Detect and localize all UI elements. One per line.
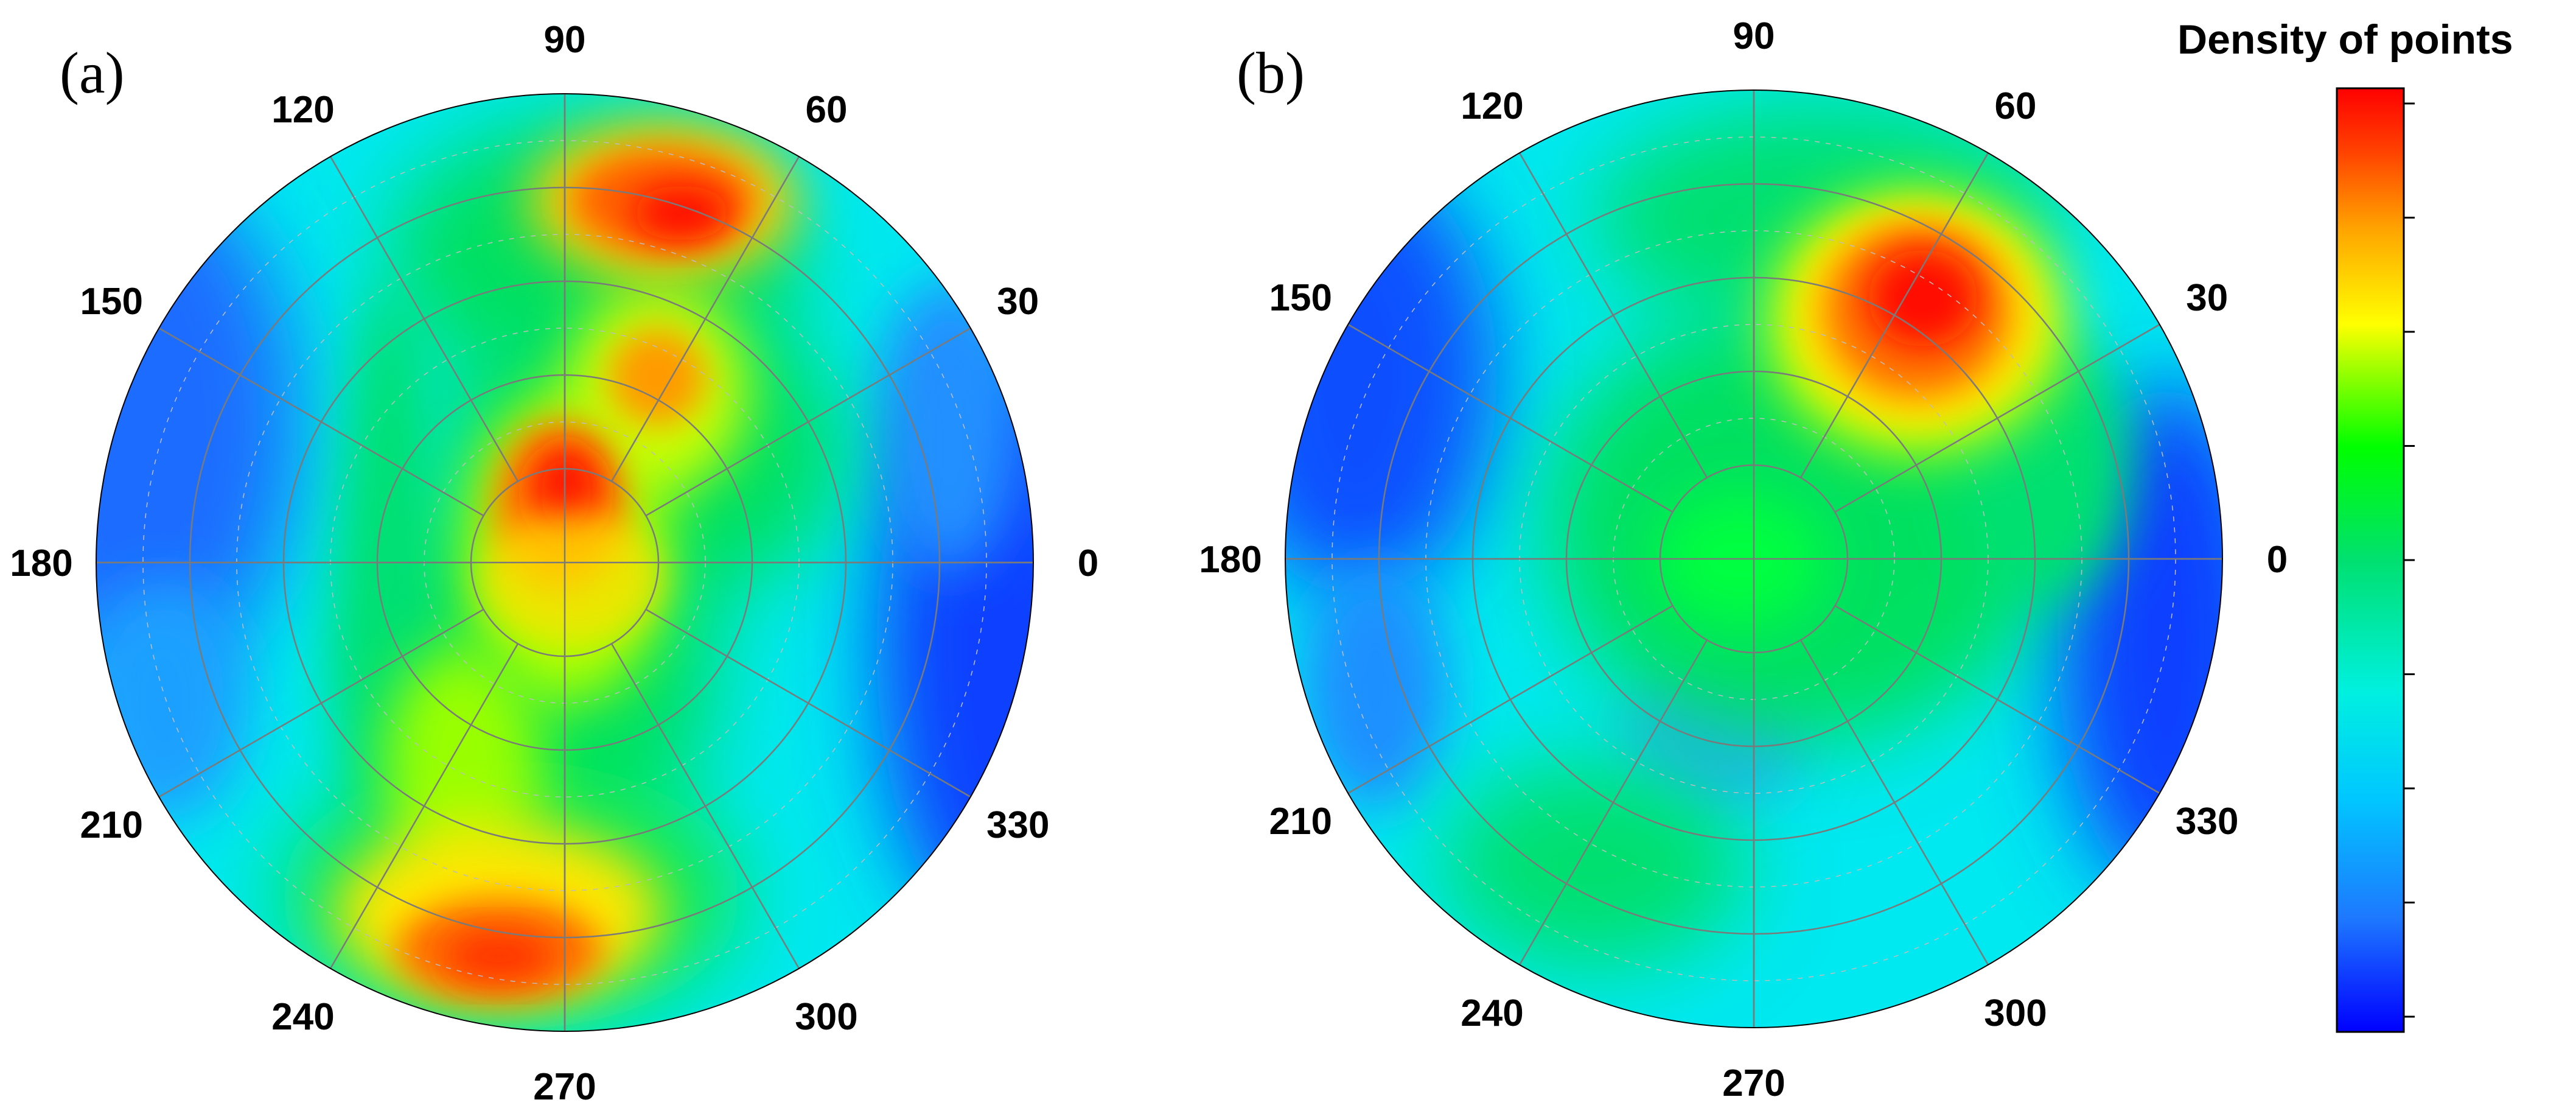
polar-boundary-b [1285,89,2223,1028]
polar-plot-a: 0 30 60 90 120 150 180 210 240 270 300 330 (a) [10,19,1098,1108]
angle-tick-label: 30 [997,281,1039,323]
angular-gridline [158,608,484,798]
angular-gridline [1347,323,1674,513]
panel-label-b: (b) [1237,40,1305,105]
angle-tick-label: 0 [1078,542,1098,584]
angular-gridline [1518,639,1708,966]
angle-tick-label: 0 [2267,539,2288,581]
angle-tick-label: 210 [1269,801,1332,843]
angular-tick-labels-b: 0 30 60 90 120 150 180 210 240 270 300 330 [1199,15,2288,1104]
angular-gridline [329,643,519,969]
angle-tick-label: 90 [544,19,586,61]
density-field-a [96,94,1033,1031]
angle-tick-label: 60 [806,89,848,131]
angular-gridline [645,608,971,798]
angle-tick-label: 150 [1269,277,1332,319]
angle-tick-label: 270 [1722,1062,1785,1104]
angular-gridline [1799,639,1989,966]
polar-boundary-a [96,93,1034,1032]
angle-tick-label: 90 [1733,15,1775,57]
angular-gridline [610,156,800,482]
angle-tick-label: 180 [1199,539,1262,581]
angle-tick-label: 300 [795,996,857,1038]
angle-tick-label: 150 [80,281,142,323]
angular-tick-labels-a: 0 30 60 90 120 150 180 210 240 270 300 330 [10,19,1098,1108]
angle-tick-label: 240 [1461,992,1523,1034]
angle-tick-label: 330 [2176,801,2238,843]
angular-gridline [329,156,519,482]
angle-tick-label: 300 [1984,992,2047,1034]
colorbar-title: Density of points [2177,16,2513,63]
angular-gridline [1799,152,1989,479]
angular-gridline [645,327,971,517]
angular-gridline [1834,605,2160,794]
angle-tick-label: 240 [271,996,334,1038]
polar-plot-b: 0 30 60 90 120 150 180 210 240 270 300 330 (b) [1199,15,2288,1104]
angle-tick-label: 120 [271,89,334,131]
colorbar: Density of points [2177,16,2513,1033]
angular-gridline [610,643,800,969]
colorbar-gradient [2336,87,2405,1033]
angular-gridline [158,327,484,517]
angular-gridline [1518,152,1708,479]
angle-tick-label: 330 [986,804,1049,846]
angle-tick-label: 120 [1461,85,1523,127]
angle-tick-label: 30 [2186,277,2228,319]
polar-grid-b [1285,90,2222,1028]
angle-tick-label: 210 [80,804,142,846]
density-field-b [1285,90,2222,1028]
angular-gridline [1347,605,1674,794]
angle-tick-label: 270 [533,1066,596,1108]
angular-gridline [1834,323,2160,513]
angle-tick-label: 60 [1995,85,2037,127]
colorbar-ticks [2404,102,2415,1018]
angle-tick-label: 180 [10,542,72,584]
polar-grid-a [96,94,1033,1031]
panel-label-a: (a) [60,40,125,105]
